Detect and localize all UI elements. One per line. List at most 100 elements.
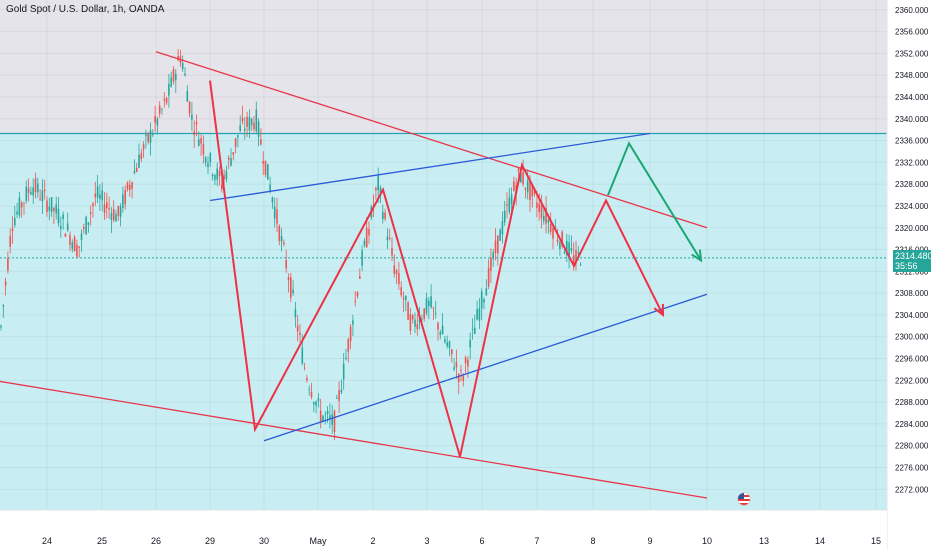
candle-body <box>480 291 483 309</box>
candle-body <box>434 312 437 314</box>
candle-body <box>76 244 78 257</box>
candlestick-series <box>0 48 582 441</box>
candle-body <box>283 242 285 245</box>
candle-body <box>271 197 274 203</box>
candle-body <box>124 190 126 205</box>
projection-path-green[interactable] <box>607 141 702 261</box>
candle-body <box>490 257 492 271</box>
candle-body <box>310 391 313 397</box>
x-tick-label: 10 <box>702 536 712 546</box>
candle-body <box>20 202 23 208</box>
candle-body <box>292 289 294 294</box>
candle-body <box>306 377 308 381</box>
candle-body <box>280 235 283 242</box>
candle-body <box>492 252 494 259</box>
candle-body <box>246 116 248 127</box>
candle-body <box>501 221 504 235</box>
candle-body <box>138 154 140 168</box>
trendline-upper-channel[interactable] <box>209 132 651 202</box>
candle-body <box>66 223 69 231</box>
candle-body <box>234 138 237 147</box>
candle-body <box>115 214 117 222</box>
candle-body <box>510 194 513 204</box>
candle-body <box>526 180 529 193</box>
candle-body <box>204 157 207 163</box>
candle-body <box>478 308 481 321</box>
candle-body <box>430 296 432 308</box>
candle-body <box>0 325 2 328</box>
candle-body <box>168 83 170 96</box>
candle-body <box>278 225 281 241</box>
candle-body <box>464 357 467 364</box>
candle-body <box>494 240 497 253</box>
candle-body <box>129 185 131 191</box>
us-flag-icon[interactable] <box>737 492 751 506</box>
time-axis[interactable]: 24 25 26 29 30 May 2 3 6 7 8 9 10 13 14 15 <box>0 509 887 550</box>
candle-body <box>223 175 225 180</box>
x-tick-label: 9 <box>647 536 652 546</box>
candle-body <box>253 122 255 130</box>
candle-body <box>37 183 39 193</box>
candle-body <box>533 190 536 194</box>
candle-body <box>255 109 258 132</box>
candle-body <box>7 257 9 271</box>
x-tick-label: May <box>309 536 327 546</box>
candle-body <box>386 236 389 241</box>
candle-body <box>200 137 202 144</box>
candle-body <box>122 194 124 208</box>
candle-body <box>520 172 522 183</box>
bar-countdown: 35:56 <box>895 260 918 271</box>
candle-body <box>285 260 287 269</box>
candle-body <box>467 359 469 367</box>
candle-body <box>448 341 451 349</box>
trendline-lower-channel[interactable] <box>263 293 708 442</box>
candle-body <box>89 212 92 214</box>
candle-body <box>540 204 543 219</box>
candle-body <box>570 248 573 251</box>
candle-body <box>188 101 191 114</box>
candle-body <box>211 174 214 177</box>
candle-body <box>324 413 327 415</box>
candle-body <box>30 192 32 195</box>
candle-body <box>198 139 200 146</box>
candle-body <box>303 367 306 369</box>
candle-body <box>85 216 87 235</box>
trendline-upper-descending[interactable] <box>155 51 708 229</box>
candle-body <box>382 212 384 220</box>
candle-body <box>101 190 103 201</box>
candle-body <box>163 98 166 101</box>
candle-body <box>485 288 488 296</box>
candle-body <box>559 241 561 249</box>
candle-body <box>568 242 570 259</box>
candle-body <box>333 410 336 432</box>
candle-body <box>87 222 90 225</box>
price-axis[interactable]: 2272.000 2276.000 2280.000 2284.000 2288.000… <box>886 0 932 550</box>
candle-body <box>363 240 366 246</box>
candle-body <box>483 299 485 303</box>
candle-body <box>43 189 46 192</box>
candle-body <box>503 210 506 223</box>
candle-body <box>147 133 149 142</box>
candle-body <box>39 198 41 200</box>
zigzag-path[interactable] <box>209 80 664 457</box>
candle-body <box>296 325 299 332</box>
candle-body <box>432 307 435 309</box>
candle-body <box>209 153 212 163</box>
candle-body <box>457 374 460 383</box>
candle-body <box>471 328 474 330</box>
candle-body <box>62 214 64 219</box>
candle-body <box>416 324 419 330</box>
candle-body <box>126 182 129 190</box>
candle-body <box>290 277 292 298</box>
candle-body <box>69 235 71 245</box>
candle-body <box>361 250 363 266</box>
trendline-lower-descending[interactable] <box>0 380 708 499</box>
candle-body <box>106 202 108 209</box>
candle-body <box>451 349 453 355</box>
x-tick-label: 14 <box>815 536 825 546</box>
candle-body <box>375 187 377 190</box>
y-tick-label: 2352.000 <box>895 49 929 58</box>
candle-body <box>241 117 244 122</box>
candle-body <box>336 398 338 399</box>
